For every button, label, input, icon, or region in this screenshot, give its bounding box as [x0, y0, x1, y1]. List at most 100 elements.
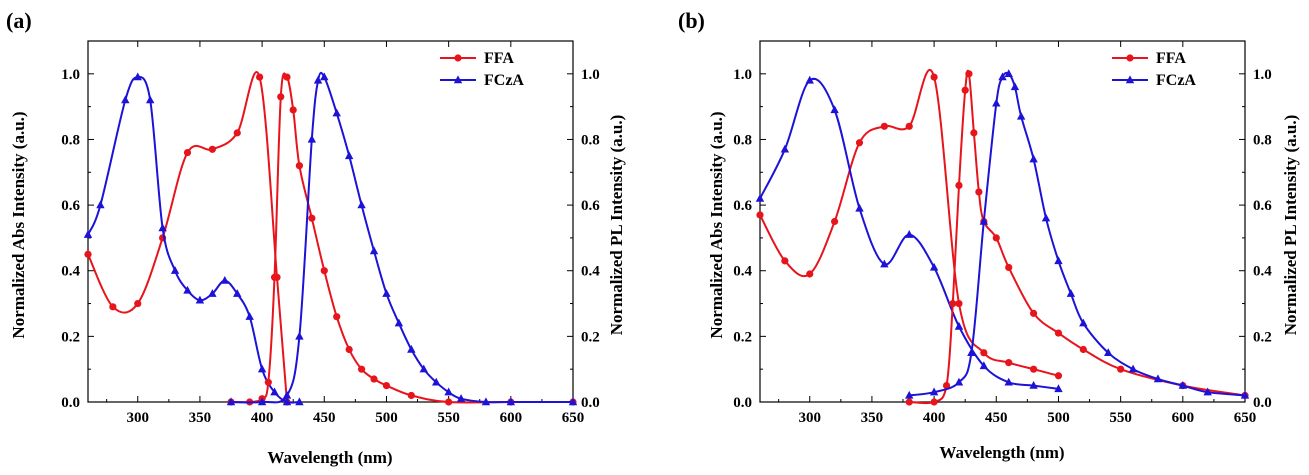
data-point — [195, 295, 205, 304]
data-point — [992, 234, 1000, 242]
data-point — [270, 387, 279, 396]
data-point — [121, 95, 130, 104]
legend-label: FFA — [1156, 50, 1186, 67]
data-point — [1005, 263, 1013, 272]
data-point — [905, 390, 914, 399]
y-tick-label-right: 0.2 — [1253, 329, 1272, 345]
y-axis-left-title: Normalized Abs Intensity (a.u.) — [707, 111, 726, 338]
data-point — [245, 312, 254, 320]
y-tick-label-right: 0.4 — [1253, 264, 1272, 280]
data-point — [109, 303, 117, 311]
data-point — [357, 200, 366, 209]
data-point — [756, 211, 764, 219]
data-point — [830, 105, 839, 114]
data-point — [369, 246, 379, 255]
legend: FFA FCzA — [1112, 50, 1196, 89]
data-point — [183, 148, 192, 157]
y-tick-label-left: 0.2 — [61, 329, 80, 345]
x-tick-label: 550 — [1109, 410, 1132, 426]
y-tick-label-left: 0.6 — [733, 198, 752, 214]
data-point — [134, 299, 142, 308]
y-tick-label-left: 1.0 — [733, 67, 752, 83]
y-tick-label-right: 0.8 — [1253, 132, 1272, 148]
data-point — [1117, 365, 1125, 373]
data-point — [295, 162, 304, 170]
data-point — [1126, 54, 1134, 62]
panel-label: (a) — [6, 8, 32, 33]
data-point — [220, 275, 229, 284]
data-point — [568, 397, 578, 406]
y-tick-label-left: 0.0 — [733, 395, 752, 411]
data-point — [755, 193, 765, 202]
data-point — [1004, 69, 1013, 78]
x-tick-label: 350 — [189, 410, 212, 426]
series-ffa-left — [756, 68, 1063, 380]
data-point — [954, 377, 964, 386]
x-axis-title: Wavelength (nm) — [267, 448, 392, 467]
data-point — [208, 289, 217, 297]
data-point — [345, 345, 353, 354]
y-axis-right-title: Normalized PL Intensity (a.u.) — [1281, 115, 1300, 336]
x-tick-label: 550 — [437, 410, 460, 426]
series-line — [909, 71, 1246, 397]
series-line — [759, 68, 1059, 377]
y-tick-label-right: 0.0 — [581, 395, 600, 411]
data-point — [295, 397, 304, 406]
data-point — [432, 377, 441, 386]
data-point — [780, 144, 790, 153]
series-ffa-left — [84, 71, 291, 406]
y-tick-label-left: 0.4 — [61, 264, 80, 280]
x-tick-label: 400 — [251, 410, 274, 426]
data-point — [961, 86, 969, 94]
y-tick-label-left: 1.0 — [61, 67, 80, 83]
x-tick-label: 600 — [500, 410, 523, 426]
data-point — [967, 348, 976, 356]
data-point — [1041, 213, 1051, 222]
y-tick-label-right: 1.0 — [1253, 67, 1272, 83]
data-point — [930, 398, 938, 406]
data-point — [970, 129, 978, 137]
data-point — [905, 398, 913, 406]
x-tick-label: 500 — [1047, 410, 1070, 426]
data-point — [905, 230, 914, 238]
data-point — [382, 289, 391, 297]
data-point — [283, 73, 291, 81]
data-point — [1010, 82, 1020, 91]
plot-frame — [87, 40, 574, 403]
data-point — [170, 266, 180, 274]
panel-label: (b) — [678, 8, 705, 33]
data-point — [980, 349, 988, 357]
y-tick-label-right: 0.2 — [581, 329, 600, 345]
data-point — [277, 93, 285, 101]
data-point — [1029, 380, 1038, 389]
series-line — [87, 76, 300, 404]
series-fcza-left — [83, 72, 304, 406]
data-point — [979, 216, 989, 225]
data-point — [855, 139, 864, 147]
data-point — [133, 72, 142, 81]
data-point — [84, 250, 92, 258]
x-tick-label: 650 — [1234, 410, 1257, 426]
data-point — [332, 108, 341, 117]
data-point — [855, 203, 864, 212]
legend: FFA FCzA — [440, 50, 524, 89]
data-point — [1004, 377, 1013, 386]
legend-label: FCzA — [484, 72, 524, 89]
data-point — [282, 397, 292, 406]
data-point — [1054, 329, 1063, 337]
data-point — [183, 285, 192, 294]
data-point — [257, 397, 267, 406]
y-tick-label-right: 0.0 — [1253, 395, 1272, 411]
data-point — [481, 397, 491, 406]
x-tick-label: 500 — [375, 410, 398, 426]
series-fcza-left — [755, 75, 1063, 393]
y-tick-label-right: 1.0 — [581, 67, 600, 83]
data-point — [1005, 359, 1013, 367]
y-tick-label-right: 0.8 — [581, 132, 600, 148]
y-tick-label-left: 0.4 — [733, 264, 752, 280]
data-point — [308, 214, 316, 222]
y-tick-label-right: 0.4 — [581, 264, 600, 280]
data-point — [781, 257, 789, 265]
data-point — [282, 390, 292, 399]
